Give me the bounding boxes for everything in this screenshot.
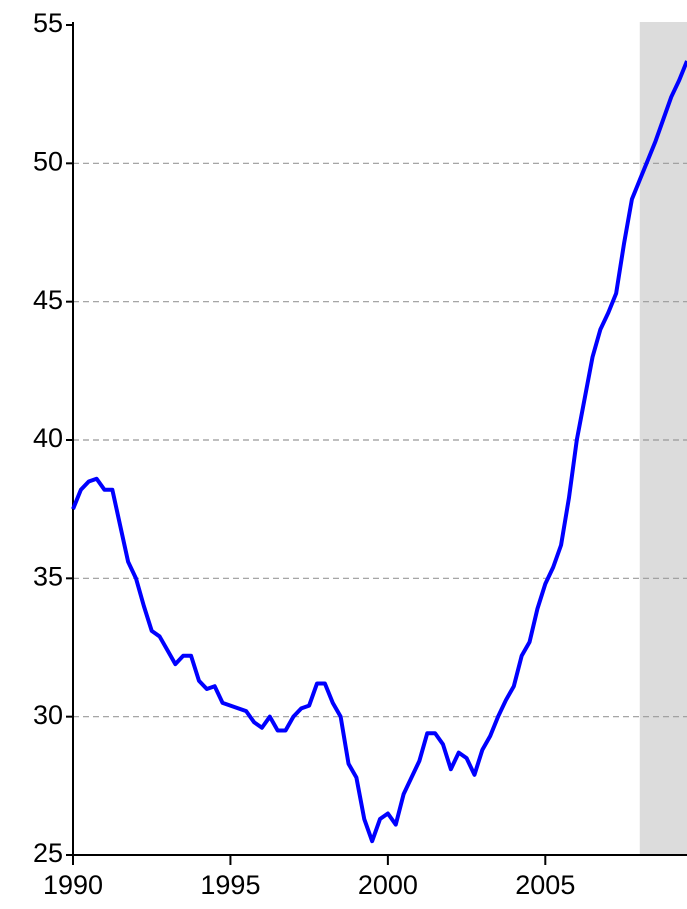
y-tick-label: 40 — [33, 423, 63, 453]
y-tick-label: 30 — [33, 700, 63, 730]
y-tick-label: 50 — [33, 146, 63, 176]
data-line — [71, 60, 687, 844]
x-tick-label: 1995 — [200, 870, 260, 900]
y-tick-label: 45 — [33, 285, 63, 315]
x-tick-label: 2000 — [358, 870, 418, 900]
y-tick-label: 35 — [33, 561, 63, 591]
y-tick-label: 55 — [33, 8, 63, 38]
x-tick-label: 2005 — [515, 870, 575, 900]
x-tick-label: 1990 — [43, 870, 103, 900]
y-tick-label: 25 — [33, 838, 63, 868]
shaded-region — [639, 22, 687, 855]
